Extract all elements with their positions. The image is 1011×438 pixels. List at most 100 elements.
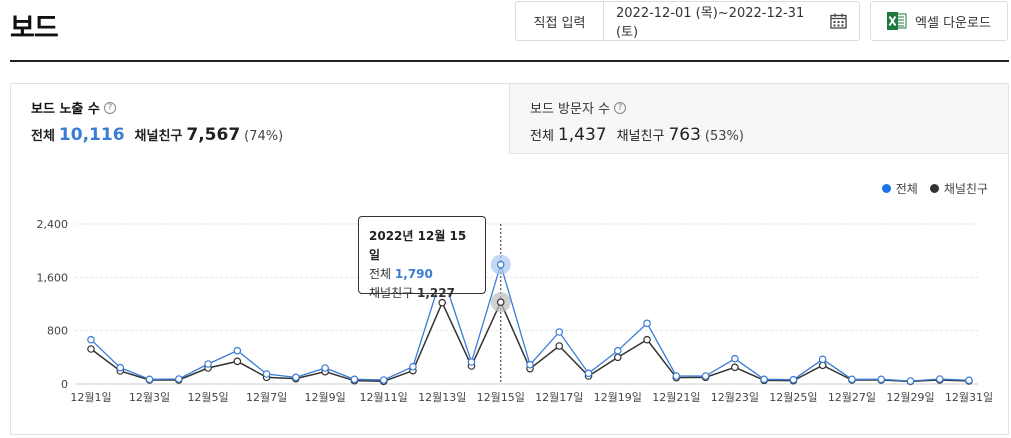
x-tick-label: 12월31일: [945, 390, 993, 404]
data-point-total: [350, 375, 359, 384]
board-stats-panel: 보드 노출 수 ? 전체 10,116 채널친구 7,567 (74%) 보드 …: [10, 83, 1009, 435]
data-point-total: [935, 375, 944, 383]
date-range-field[interactable]: 2022-12-01 (목)~2022-12-31 (토): [604, 2, 859, 40]
x-tick-label: 12월11일: [360, 390, 408, 404]
data-point-friend: [555, 342, 564, 350]
data-point-friend: [438, 298, 447, 307]
data-point-friend: [87, 345, 95, 353]
x-tick-label: 12월27일: [828, 390, 876, 404]
friend-label: 채널친구: [134, 129, 183, 144]
date-range-picker[interactable]: 직접 입력 2022-12-01 (목)~2022-12-31 (토): [515, 1, 860, 41]
friend-value: 763: [668, 125, 701, 145]
date-range-text: 2022-12-01 (목)~2022-12-31 (토): [616, 6, 805, 40]
x-tick-label: 12월29일: [886, 390, 934, 404]
total-label: 전체: [31, 129, 55, 144]
data-point-total: [116, 363, 125, 372]
tooltip-friend-value: 1,227: [417, 286, 455, 300]
x-tick-label: 12월23일: [711, 390, 759, 404]
data-point-total: [848, 375, 856, 384]
y-tick-label: 1,600: [37, 271, 69, 284]
data-point-total: [145, 375, 154, 384]
data-point-total: [818, 355, 827, 364]
data-point-total: [379, 376, 388, 384]
calendar-icon[interactable]: [830, 13, 847, 29]
x-tick-label: 12월9일: [305, 390, 346, 404]
total-label: 전체: [530, 129, 554, 144]
data-point-total: [789, 375, 798, 384]
legend-item-friend[interactable]: 채널친구: [929, 180, 988, 197]
data-point-total: [233, 346, 242, 355]
data-point-total: [321, 364, 329, 372]
tooltip-total-value: 1,790: [394, 267, 433, 281]
total-value: 10,116: [58, 125, 125, 145]
data-point-total: [877, 375, 886, 384]
x-tick-label: 12월19일: [594, 390, 642, 404]
x-tick-label: 12월13일: [418, 390, 466, 404]
data-point-total: [965, 376, 973, 385]
x-tick-label: 12월7일: [246, 390, 287, 404]
data-point-total: [409, 362, 417, 371]
y-tick-label: 0: [61, 378, 68, 391]
title-divider: [10, 60, 1009, 62]
data-point-total: [467, 358, 476, 366]
x-tick-label: 12월15일: [477, 390, 525, 404]
tab-board-impressions[interactable]: 보드 노출 수 ? 전체 10,116 채널친구 7,567 (74%): [11, 84, 509, 154]
total-value: 1,437: [557, 125, 607, 145]
data-point-friend: [233, 357, 242, 366]
tooltip-friend-row: 채널친구 1,227: [369, 284, 475, 303]
chart-tooltip: 2022년 12월 15일 전체 1,790 채널친구 1,227: [358, 216, 486, 300]
data-point-total: [262, 370, 271, 378]
data-point-friend: [613, 353, 622, 362]
legend-item-total[interactable]: 전체: [881, 180, 918, 197]
x-tick-label: 12월1일: [70, 390, 111, 404]
help-icon[interactable]: ?: [614, 101, 627, 114]
data-point-total: [731, 354, 739, 363]
tab-stats: 전체 10,116 채널친구 7,567 (74%): [31, 125, 489, 145]
friend-value: 7,567: [186, 125, 241, 145]
x-tick-label: 12월21일: [652, 390, 700, 404]
data-point-total: [613, 346, 622, 355]
legend-label-total: 전체: [895, 182, 918, 196]
data-point-total: [496, 260, 505, 269]
data-point-total: [701, 372, 710, 380]
data-point-friend: [496, 298, 505, 307]
data-point-total: [906, 377, 915, 385]
chart-legend: 전체 채널친구: [870, 180, 988, 197]
data-point-total: [760, 375, 768, 384]
tab-stats: 전체 1,437 채널친구 763 (53%): [530, 125, 988, 145]
date-input-mode[interactable]: 직접 입력: [516, 2, 604, 40]
tooltip-total-row: 전체 1,790: [369, 265, 475, 284]
data-point-total: [584, 369, 593, 378]
tooltip-total-label: 전체: [369, 267, 392, 281]
x-tick-label: 12월5일: [187, 390, 228, 404]
legend-dot-friend: [929, 184, 939, 193]
tab-title-text: 보드 노출 수: [31, 102, 100, 117]
data-point-friend: [731, 363, 739, 372]
tab-title: 보드 방문자 수 ?: [530, 98, 988, 117]
data-point-total: [175, 375, 183, 383]
y-tick-label: 2,400: [37, 218, 69, 231]
x-tick-label: 12월17일: [535, 390, 583, 404]
tab-title-text: 보드 방문자 수: [530, 102, 611, 117]
friend-pct: (74%): [244, 129, 284, 144]
help-icon[interactable]: ?: [103, 101, 116, 114]
legend-dot-total: [881, 184, 891, 193]
data-point-total: [87, 335, 95, 344]
tab-board-visitors[interactable]: 보드 방문자 수 ? 전체 1,437 채널친구 763 (53%): [509, 84, 1008, 154]
data-point-total: [292, 373, 300, 382]
data-point-total: [204, 360, 212, 368]
excel-download-label: 엑셀 다운로드: [915, 15, 991, 31]
data-point-total: [555, 328, 564, 336]
tooltip-friend-label: 채널친구: [369, 286, 414, 300]
x-tick-label: 12월25일: [769, 390, 817, 404]
data-point-total: [526, 360, 534, 369]
x-tick-label: 12월3일: [129, 390, 170, 404]
y-tick-label: 800: [47, 325, 68, 338]
legend-label-friend: 채널친구: [943, 182, 988, 196]
friend-label: 채널친구: [616, 129, 665, 144]
excel-download-button[interactable]: 엑셀 다운로드: [870, 1, 1008, 41]
tab-title: 보드 노출 수 ?: [31, 98, 489, 117]
page-title: 보드: [10, 13, 59, 44]
tooltip-date: 2022년 12월 15일: [369, 229, 467, 262]
